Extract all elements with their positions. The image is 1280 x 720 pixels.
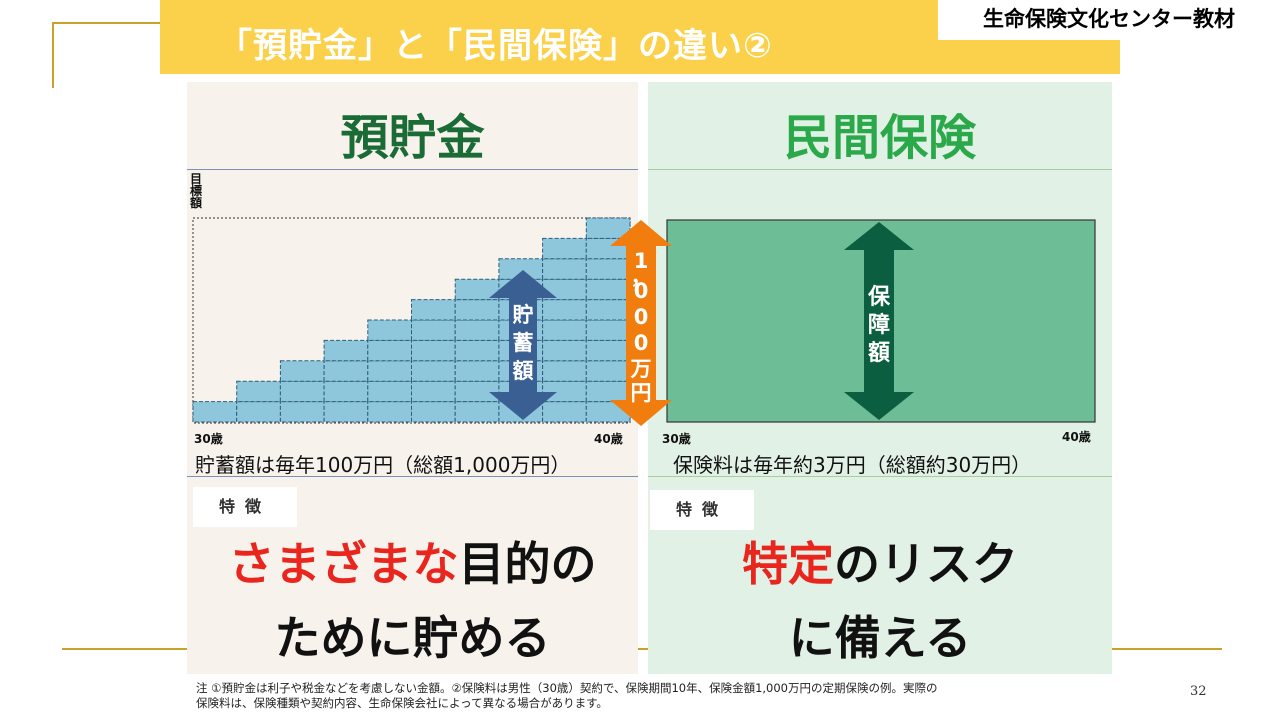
target-label-char: 円 xyxy=(631,381,652,405)
savings-step-block xyxy=(411,401,456,423)
savings-step-block xyxy=(192,401,238,423)
savings-step-block xyxy=(454,319,500,341)
savings-feature-text: 目的の xyxy=(458,537,597,591)
savings-step-block xyxy=(542,319,587,341)
savings-step-block xyxy=(323,339,369,362)
savings-step-block xyxy=(454,380,500,403)
coverage-arrow-label-char: 額 xyxy=(868,340,890,366)
insurance-feature-tag: 特徴 xyxy=(650,490,754,530)
savings-step-block xyxy=(367,339,412,362)
decorative-line-vertical xyxy=(52,22,54,88)
savings-step-block xyxy=(279,401,325,423)
savings-step-block xyxy=(585,339,631,362)
savings-step-block xyxy=(454,401,500,423)
brand-label: 生命保険文化センター教材 xyxy=(938,0,1280,40)
savings-step-block xyxy=(323,360,369,382)
separator xyxy=(648,169,1112,170)
insurance-feature-line1: 特定のリスク xyxy=(648,535,1112,593)
savings-heading: 預貯金 xyxy=(340,110,485,166)
savings-step-block xyxy=(454,360,500,382)
target-label-char: 万 xyxy=(630,357,652,381)
page-number: 32 xyxy=(1190,684,1207,699)
insurance-description: 保険料は毎年約3万円（総額約30万円） xyxy=(673,453,1032,477)
savings-step-block xyxy=(454,299,500,321)
savings-step-block xyxy=(279,360,325,382)
footnote: 注 ①預貯金は利子や税金などを考慮しない金額。②保険料は男性（30歳）契約で、保… xyxy=(196,681,938,711)
target-frame xyxy=(192,217,631,424)
savings-amount-arrow xyxy=(489,270,557,420)
savings-start-age: 30歳 xyxy=(194,432,223,446)
savings-step-block xyxy=(585,360,631,382)
separator xyxy=(187,476,638,477)
savings-arrow-label-char: 額 xyxy=(512,359,534,383)
savings-step-block xyxy=(542,401,587,423)
savings-step-block xyxy=(323,380,369,403)
insurance-start-age: 30歳 xyxy=(662,432,691,446)
savings-step-block xyxy=(454,278,500,301)
savings-step-block xyxy=(236,401,281,423)
savings-step-block xyxy=(279,380,325,403)
decorative-line-bottom xyxy=(62,648,1222,650)
savings-step-block xyxy=(367,380,412,403)
target-label-char: 0 xyxy=(634,331,649,355)
savings-step-block xyxy=(585,258,631,280)
footnote-line: 保険料は、保険種類や契約内容、生命保険会社によって異なる場合があります。 xyxy=(196,696,608,710)
insurance-heading: 民間保険 xyxy=(783,110,976,166)
savings-arrow-label-char: 蓄 xyxy=(513,331,534,355)
savings-description: 貯蓄額は毎年100万円（総額1,000万円） xyxy=(195,453,571,477)
savings-step-block xyxy=(367,401,412,423)
savings-step-block xyxy=(585,299,631,321)
savings-step-block xyxy=(542,380,587,403)
coverage-arrow-label-char: 保 xyxy=(867,285,891,310)
separator xyxy=(648,476,1112,477)
target-label-char: ， xyxy=(631,265,652,289)
savings-feature-highlight: さまざまな xyxy=(228,537,459,591)
savings-step-block xyxy=(411,339,456,362)
target-label-char: 1 xyxy=(634,249,649,273)
target-amount-arrow xyxy=(610,220,672,426)
savings-end-age: 40歳 xyxy=(594,432,623,446)
savings-step-block xyxy=(542,339,587,362)
coverage-amount-arrow xyxy=(844,222,914,420)
savings-steps xyxy=(192,217,631,423)
target-label-char: 0 xyxy=(634,279,649,303)
savings-step-block xyxy=(454,339,500,362)
target-amount-axis-label: 目 標 額 xyxy=(190,172,203,210)
insurance-feature-highlight: 特定 xyxy=(742,537,834,591)
savings-step-block xyxy=(542,258,587,280)
savings-step-block xyxy=(411,319,456,341)
savings-step-block xyxy=(542,237,587,260)
insurance-feature-text: のリスク xyxy=(834,537,1018,591)
savings-step-block xyxy=(542,360,587,382)
savings-step-block xyxy=(585,319,631,341)
savings-step-block xyxy=(542,299,587,321)
savings-step-block xyxy=(411,299,456,321)
target-label-char: 0 xyxy=(634,305,649,329)
savings-feature-line2: ために貯める xyxy=(274,611,551,665)
savings-step-block xyxy=(236,380,281,403)
coverage-arrow-label-char: 障 xyxy=(868,312,890,338)
savings-step-block xyxy=(585,380,631,403)
decorative-line-top xyxy=(52,22,160,24)
savings-step-block xyxy=(323,401,369,423)
savings-step-block xyxy=(585,217,631,239)
insurance-feature-line2: に備える xyxy=(788,611,972,665)
savings-arrow-label-char: 貯 xyxy=(513,303,534,327)
savings-step-block xyxy=(585,278,631,301)
insurance-end-age: 40歳 xyxy=(1062,430,1091,444)
savings-step-block xyxy=(367,319,412,341)
slide-title: 「預貯金」と「民間保険」の違い② xyxy=(218,26,773,66)
savings-feature-tag: 特徴 xyxy=(193,487,297,527)
savings-step-block xyxy=(367,360,412,382)
separator xyxy=(187,169,638,170)
savings-step-block xyxy=(411,380,456,403)
savings-step-block xyxy=(411,360,456,382)
footnote-line: 注 ①預貯金は利子や税金などを考慮しない金額。②保険料は男性（30歳）契約で、保… xyxy=(196,681,938,695)
savings-feature-line1: さまざまな目的の xyxy=(187,535,638,593)
